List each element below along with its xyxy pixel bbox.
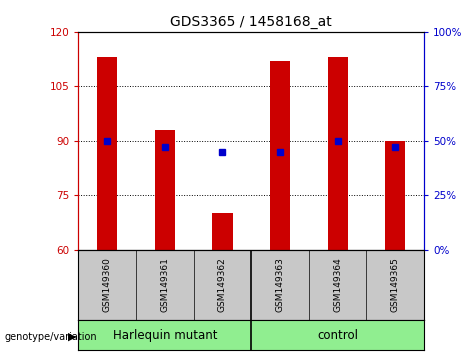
Text: GSM149360: GSM149360 <box>103 257 112 313</box>
Text: Harlequin mutant: Harlequin mutant <box>112 329 217 342</box>
Bar <box>97 57 117 250</box>
Text: ▶: ▶ <box>68 332 76 342</box>
Text: control: control <box>317 329 358 342</box>
Text: GSM149361: GSM149361 <box>160 257 169 313</box>
Text: genotype/variation: genotype/variation <box>5 332 97 342</box>
Bar <box>385 141 405 250</box>
Bar <box>213 213 232 250</box>
Text: GSM149364: GSM149364 <box>333 258 342 312</box>
Bar <box>270 61 290 250</box>
Title: GDS3365 / 1458168_at: GDS3365 / 1458168_at <box>171 16 332 29</box>
Text: GSM149365: GSM149365 <box>391 257 400 313</box>
Bar <box>155 130 175 250</box>
Text: GSM149362: GSM149362 <box>218 258 227 312</box>
Bar <box>328 57 348 250</box>
Text: GSM149363: GSM149363 <box>276 257 284 313</box>
